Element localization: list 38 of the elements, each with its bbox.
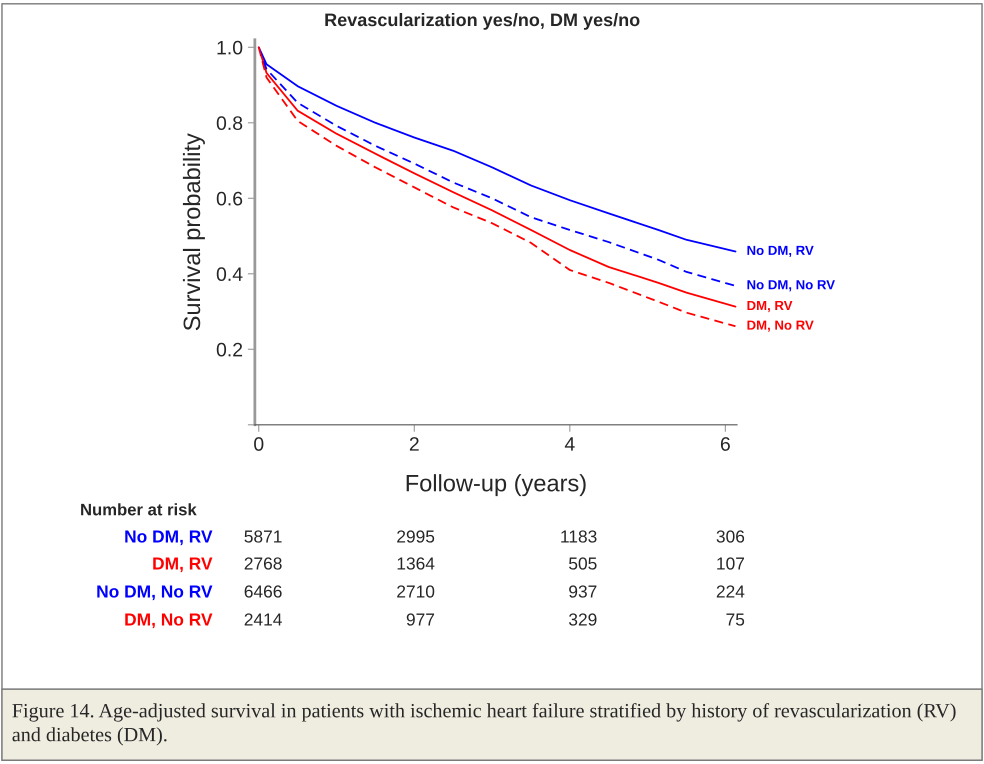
y-tick-label: 0.4 xyxy=(216,267,242,282)
x-tick-label: 2 xyxy=(410,437,419,451)
text: No DM, RV xyxy=(125,530,212,546)
text: 306 xyxy=(716,530,744,543)
text: 2995 xyxy=(397,530,434,543)
text: 329 xyxy=(568,613,596,626)
text: 224 xyxy=(716,585,744,598)
series-label: No DM, No RV xyxy=(747,280,835,292)
x-tick-label: 4 xyxy=(564,437,575,451)
text: 1183 xyxy=(561,530,597,543)
text: DM, No RV xyxy=(125,614,212,628)
text: 937 xyxy=(569,585,596,598)
text: 75 xyxy=(726,614,744,626)
text: 2414 xyxy=(244,613,282,626)
text: 977 xyxy=(406,613,434,626)
text: 107 xyxy=(717,557,744,570)
series-label: DM, RV xyxy=(747,300,792,312)
text: 2768 xyxy=(244,557,282,570)
series-label: DM, No RV xyxy=(747,320,814,332)
y-axis-title: Survival probability xyxy=(182,133,205,330)
caption: Figure 14. Age-adjusted survival in patients with ischemic heart failure stratified by history of revascularization (RV) and diabetes (DM). xyxy=(12,703,956,746)
text: Number at risk xyxy=(81,503,197,516)
y-tick-label: 1.0 xyxy=(218,40,242,55)
y-tick-label: 0.2 xyxy=(216,342,242,357)
y-tick-label: 0.6 xyxy=(216,192,242,206)
text: 6466 xyxy=(244,585,282,598)
text: 2710 xyxy=(397,585,434,598)
x-axis-title: Follow-up (years) xyxy=(406,474,586,496)
x-tick-label: 0 xyxy=(254,437,264,451)
text: 1364 xyxy=(398,557,434,570)
x-tick-label: 6 xyxy=(720,437,730,451)
chart-title: Revascularization yes/no, DM yes/no xyxy=(325,12,640,30)
text: 5871 xyxy=(244,530,282,543)
series-label: No DM, RV xyxy=(747,246,814,257)
y-tick-label: 0.8 xyxy=(216,116,242,130)
text: 505 xyxy=(569,557,597,570)
text: DM, RV xyxy=(153,558,212,572)
text: No DM, No RV xyxy=(97,586,212,600)
